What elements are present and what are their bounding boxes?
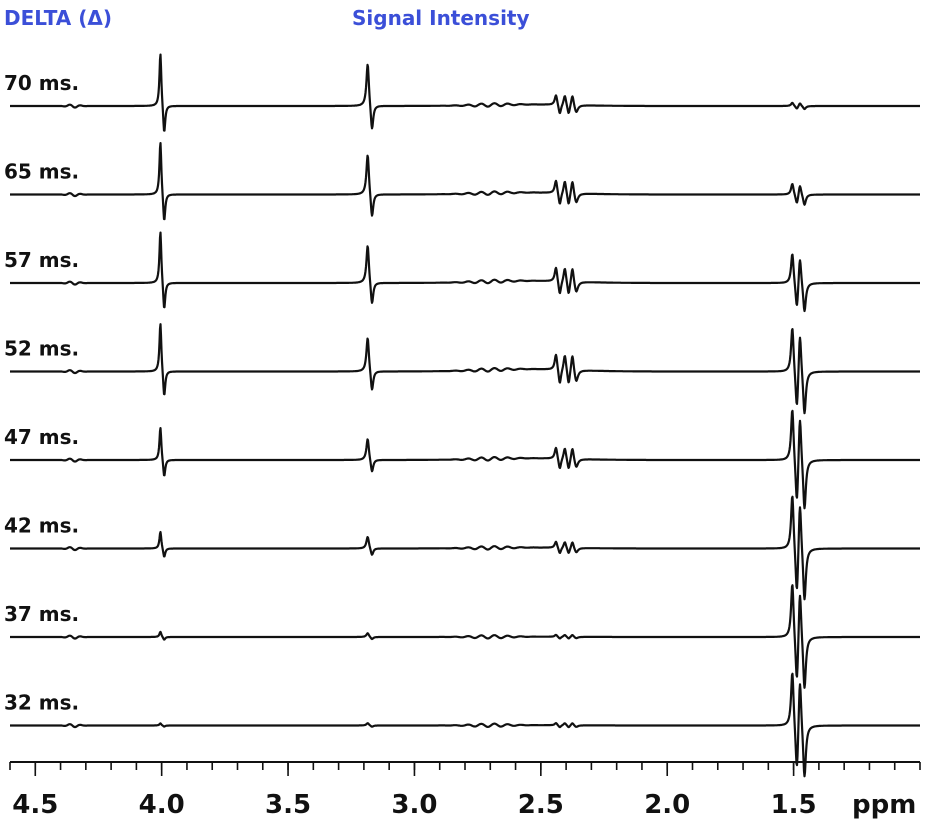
header-center-label: Signal Intensity bbox=[352, 6, 530, 30]
row-label: 70 ms. bbox=[4, 71, 79, 95]
x-axis-major-ticks bbox=[34, 762, 795, 776]
x-tick-label: 2.5 bbox=[518, 790, 564, 820]
x-tick-label: 3.0 bbox=[391, 790, 437, 820]
header-left-label: DELTA (Δ) bbox=[4, 6, 112, 30]
x-tick-label: 3.5 bbox=[265, 790, 311, 820]
row-label: 47 ms. bbox=[4, 425, 79, 449]
row-label: 42 ms. bbox=[4, 514, 79, 538]
x-axis: 4.5 4.0 3.5 3.0 2.5 2.0 1.5 ppm bbox=[9, 761, 921, 820]
spectrum-trace bbox=[9, 584, 921, 689]
x-axis-minor-ticks bbox=[9, 762, 921, 770]
x-axis-unit-label: ppm bbox=[852, 790, 916, 820]
row-label: 52 ms. bbox=[4, 337, 79, 361]
x-tick-label: 1.5 bbox=[771, 790, 817, 820]
spectrum-trace bbox=[9, 495, 921, 601]
spectrum-trace bbox=[9, 409, 921, 510]
x-tick-label: 2.0 bbox=[644, 790, 690, 820]
x-tick-label: 4.5 bbox=[12, 790, 58, 820]
row-label: 32 ms. bbox=[4, 691, 79, 715]
spectrum-trace bbox=[9, 231, 921, 313]
spectrum-trace bbox=[9, 672, 921, 778]
spectrum-trace bbox=[9, 142, 921, 221]
x-tick-label: 4.0 bbox=[139, 790, 185, 820]
row-label: 57 ms. bbox=[4, 248, 79, 272]
row-label: 65 ms. bbox=[4, 160, 79, 184]
spectrum-trace bbox=[9, 323, 921, 415]
x-axis-tick-labels: 4.5 4.0 3.5 3.0 2.5 2.0 1.5 bbox=[12, 790, 816, 820]
spectrum-trace bbox=[9, 53, 921, 132]
row-labels: 70 ms. 65 ms. 57 ms. 52 ms. 47 ms. 42 ms. 37 m… bbox=[4, 71, 79, 715]
row-label: 37 ms. bbox=[4, 602, 79, 626]
spectra-traces bbox=[9, 53, 921, 778]
